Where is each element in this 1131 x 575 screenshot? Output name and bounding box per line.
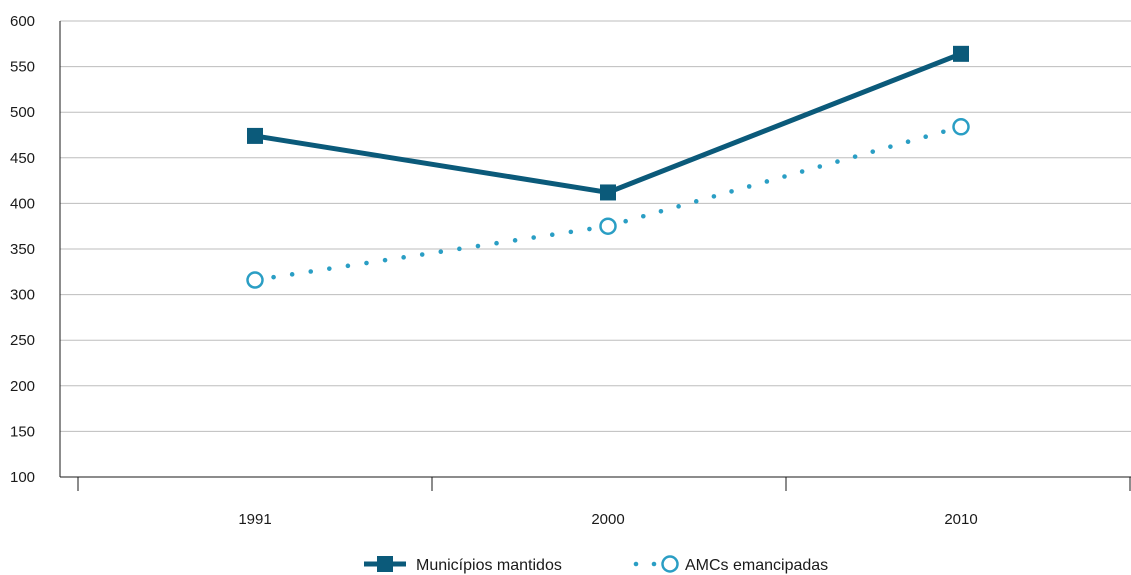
legend-label: AMCs emancipadas xyxy=(685,557,828,574)
y-tick-label: 400 xyxy=(10,195,35,212)
legend-swatch-dot xyxy=(633,561,639,567)
series-dot xyxy=(457,246,462,252)
series-dot xyxy=(475,243,481,249)
data-point-circle xyxy=(952,118,970,136)
data-point-circle xyxy=(599,217,617,235)
y-tick-label: 300 xyxy=(10,287,35,304)
series-dot xyxy=(746,184,752,189)
series-dot xyxy=(512,238,518,243)
series-dot xyxy=(782,174,787,179)
series-dot xyxy=(327,266,332,271)
series-dot xyxy=(905,139,911,145)
legend-swatch-dot xyxy=(651,561,657,567)
series-dot xyxy=(941,129,946,135)
series-dot xyxy=(308,269,314,274)
data-point-circle xyxy=(246,271,264,289)
series-dot xyxy=(623,218,628,224)
series-dot xyxy=(888,144,893,149)
series-dot xyxy=(494,240,499,246)
series-dot xyxy=(852,154,858,159)
series-dot xyxy=(676,204,681,209)
series-line-0 xyxy=(254,51,962,195)
y-tick-label: 450 xyxy=(10,150,35,167)
series-dot xyxy=(693,199,699,204)
series-dot xyxy=(764,179,770,184)
y-tick-label: 250 xyxy=(10,332,35,349)
x-tick-label: 2010 xyxy=(944,511,977,528)
x-tick-label: 2000 xyxy=(591,511,624,528)
series-dot xyxy=(382,257,388,263)
series-dot xyxy=(711,194,717,199)
series-dot xyxy=(289,272,295,277)
y-tick-label: 150 xyxy=(10,423,35,440)
series-dot xyxy=(729,189,734,194)
y-tick-label: 500 xyxy=(10,104,35,121)
gridlines xyxy=(60,20,1131,432)
series-dot xyxy=(835,159,840,164)
series-dot xyxy=(641,213,646,219)
series-markers xyxy=(246,45,970,289)
tick-labels: 100 150 200 250 300 350 400 450 500 550 600 1991 200… xyxy=(10,13,978,528)
series-dot xyxy=(587,226,592,232)
y-tick-label: 100 xyxy=(10,469,35,486)
series-dot xyxy=(401,255,406,260)
x-tick-label: 1991 xyxy=(238,511,271,528)
data-point-square xyxy=(600,184,616,201)
axes xyxy=(59,21,1131,491)
y-tick-label: 600 xyxy=(10,13,35,30)
series-dot xyxy=(817,164,823,169)
y-tick-label: 200 xyxy=(10,378,35,395)
series-dot xyxy=(438,249,444,254)
series-lines xyxy=(254,51,962,280)
series-dot xyxy=(870,149,876,154)
legend-swatch-circle xyxy=(661,555,679,573)
legend: Municípios mantidos AMCs emancipadas xyxy=(364,555,828,574)
series-dot xyxy=(549,232,555,237)
data-point-square xyxy=(247,127,263,144)
y-tick-label: 350 xyxy=(10,241,35,258)
data-point-square xyxy=(953,45,969,62)
y-tick-label: 550 xyxy=(10,59,35,76)
legend-swatch-square xyxy=(377,556,393,572)
series-dot xyxy=(364,260,369,266)
legend-label: Municípios mantidos xyxy=(416,557,562,574)
series-dot xyxy=(419,252,425,257)
series-dot xyxy=(345,263,351,269)
series-dot xyxy=(658,208,664,214)
series-dot xyxy=(531,235,536,240)
series-dot xyxy=(271,274,276,280)
series-dot xyxy=(923,134,928,140)
series-dot xyxy=(568,229,574,235)
series-dot xyxy=(799,169,805,174)
